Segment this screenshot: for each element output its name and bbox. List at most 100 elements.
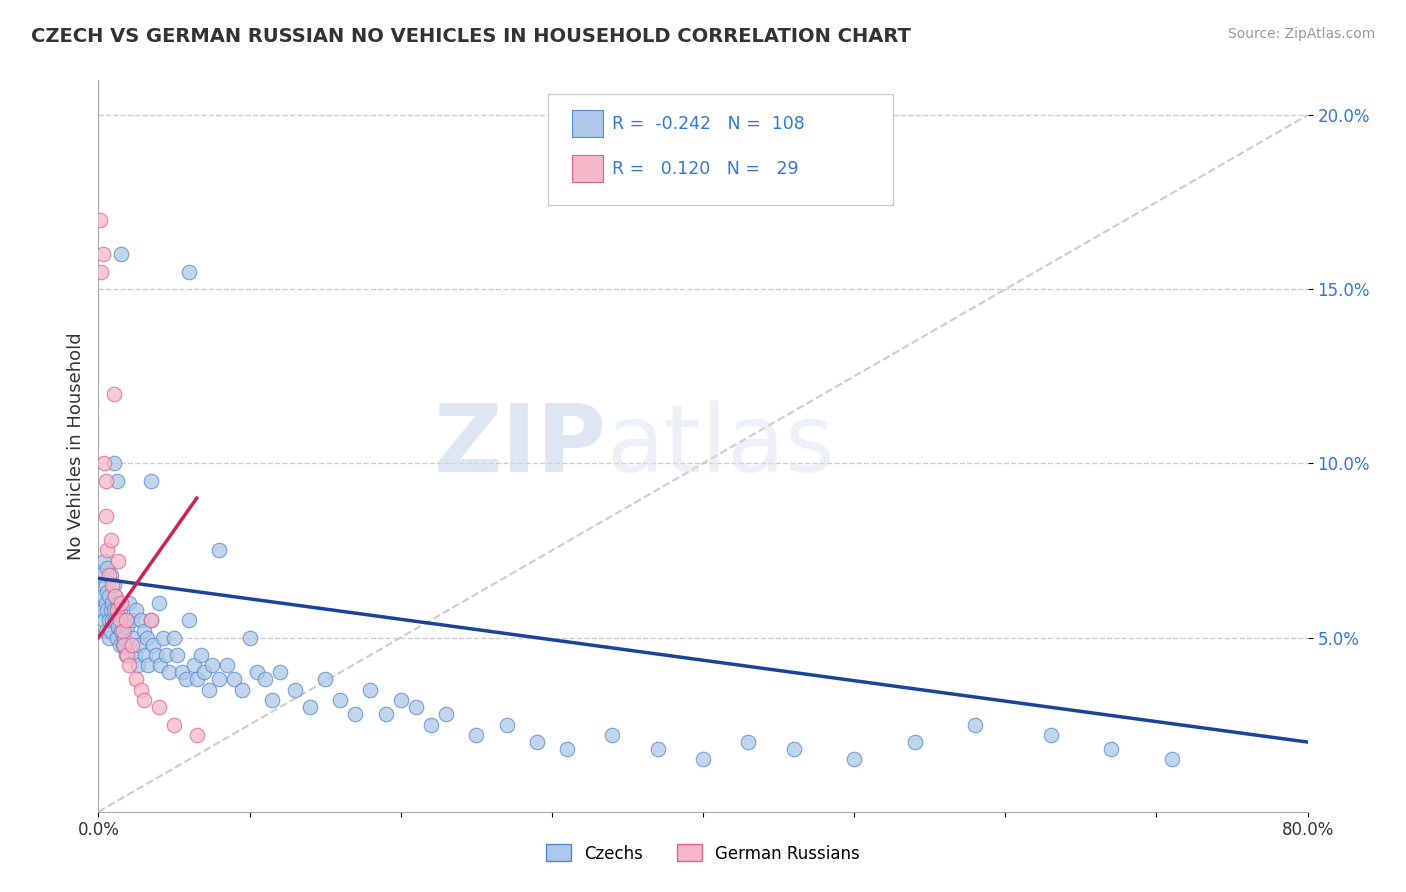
Point: [115, 620, 138, 634]
Point: [208, 673, 231, 687]
Point: [105, 603, 128, 617]
Point: [253, 673, 276, 687]
Text: Source: ZipAtlas.com: Source: ZipAtlas.com: [1227, 27, 1375, 41]
Point: [737, 735, 759, 749]
Point: [246, 665, 269, 680]
Point: [93, 457, 115, 471]
Point: [314, 673, 336, 687]
Point: [152, 631, 174, 645]
Point: [105, 474, 128, 488]
Point: [94, 474, 117, 488]
Point: [108, 606, 131, 620]
Point: [163, 717, 186, 731]
Point: [145, 648, 167, 662]
Point: [104, 613, 127, 627]
Point: [101, 613, 124, 627]
Point: [183, 658, 205, 673]
Point: [159, 665, 181, 680]
Point: [118, 658, 141, 673]
Point: [149, 658, 172, 673]
Point: [100, 624, 122, 638]
Point: [121, 613, 143, 627]
Point: [405, 700, 427, 714]
Point: [179, 265, 201, 279]
Point: [120, 638, 142, 652]
Point: [94, 596, 117, 610]
Point: [465, 728, 488, 742]
Point: [148, 596, 170, 610]
Point: [103, 386, 125, 401]
Point: [110, 247, 132, 261]
Legend: Czechs, German Russians: Czechs, German Russians: [540, 838, 866, 869]
Point: [121, 638, 143, 652]
Point: [284, 682, 307, 697]
Point: [166, 648, 188, 662]
Point: [163, 631, 186, 645]
Point: [374, 707, 396, 722]
Point: [1099, 742, 1122, 756]
Text: ZIP: ZIP: [433, 400, 606, 492]
Point: [141, 613, 163, 627]
Point: [602, 728, 624, 742]
Point: [100, 567, 122, 582]
Point: [299, 700, 322, 714]
Point: [647, 742, 669, 756]
Y-axis label: No Vehicles in Household: No Vehicles in Household: [66, 332, 84, 560]
Point: [111, 638, 134, 652]
Text: CZECH VS GERMAN RUSSIAN NO VEHICLES IN HOUSEHOLD CORRELATION CHART: CZECH VS GERMAN RUSSIAN NO VEHICLES IN H…: [31, 27, 911, 45]
Point: [103, 457, 125, 471]
Point: [127, 658, 149, 673]
Point: [110, 596, 132, 610]
Point: [124, 648, 146, 662]
Point: [495, 717, 517, 731]
Point: [108, 638, 131, 652]
Point: [1039, 728, 1062, 742]
Point: [91, 247, 114, 261]
Point: [201, 658, 224, 673]
Point: [224, 673, 246, 687]
Point: [136, 658, 159, 673]
Point: [555, 742, 578, 756]
Point: [98, 567, 121, 582]
Point: [262, 693, 284, 707]
Point: [904, 735, 927, 749]
Point: [134, 648, 156, 662]
Point: [155, 648, 177, 662]
Point: [108, 613, 131, 627]
Point: [132, 624, 155, 638]
Point: [174, 673, 197, 687]
Point: [114, 613, 136, 627]
Point: [91, 603, 114, 617]
Point: [90, 265, 112, 279]
Point: [105, 631, 128, 645]
Text: R =   0.120   N =   29: R = 0.120 N = 29: [612, 160, 799, 178]
Point: [193, 665, 215, 680]
Point: [96, 603, 118, 617]
Point: [100, 533, 122, 547]
Point: [115, 648, 138, 662]
Point: [94, 578, 117, 592]
Point: [692, 752, 714, 766]
Point: [344, 707, 367, 722]
Point: [107, 554, 129, 568]
Point: [101, 578, 124, 592]
Point: [148, 700, 170, 714]
Point: [107, 596, 129, 610]
Point: [94, 624, 117, 638]
Point: [215, 658, 238, 673]
Point: [98, 631, 121, 645]
Point: [360, 682, 382, 697]
Point: [141, 613, 163, 627]
Text: atlas: atlas: [606, 400, 835, 492]
Point: [269, 665, 291, 680]
Point: [98, 589, 121, 603]
Point: [104, 589, 127, 603]
Point: [389, 693, 412, 707]
Point: [125, 603, 148, 617]
Point: [111, 613, 134, 627]
Point: [231, 682, 253, 697]
Point: [135, 631, 157, 645]
Point: [104, 589, 127, 603]
Point: [190, 648, 212, 662]
Point: [1160, 752, 1182, 766]
